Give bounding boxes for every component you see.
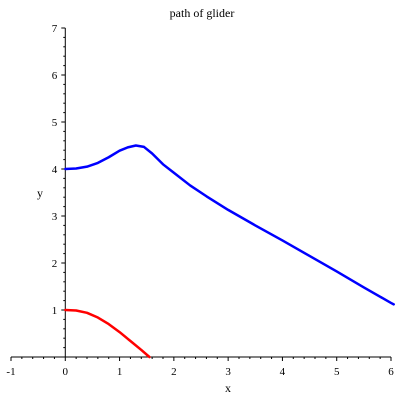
y-tick-label: 3	[52, 211, 58, 223]
x-tick-label: -1	[6, 366, 15, 378]
axes	[11, 28, 391, 358]
y-axis-label: y	[37, 186, 43, 200]
series-lines	[64, 144, 395, 359]
x-tick-label: 4	[280, 366, 286, 378]
y-tick-label: 1	[52, 305, 58, 317]
x-tick-label: 2	[171, 366, 177, 378]
x-tick-label: 5	[334, 366, 340, 378]
x-axis-label: x	[225, 381, 231, 395]
tick-labels: -1 0 1 2 3 4 5 6 1 2 3 4 5 6 7	[6, 23, 394, 378]
y-tick-label: 2	[52, 258, 58, 270]
series-line-0	[64, 144, 395, 306]
y-tick-label: 4	[52, 164, 58, 176]
chart-title: path of glider	[170, 6, 235, 20]
x-tick-label: 6	[388, 366, 394, 378]
x-tick-label: 0	[63, 366, 69, 378]
series-line-1	[64, 308, 151, 359]
y-tick-label: 5	[52, 117, 58, 129]
x-tick-label: 3	[225, 366, 231, 378]
y-tick-label: 6	[52, 70, 58, 82]
y-tick-label: 7	[52, 23, 58, 35]
x-tick-label: 1	[117, 366, 123, 378]
